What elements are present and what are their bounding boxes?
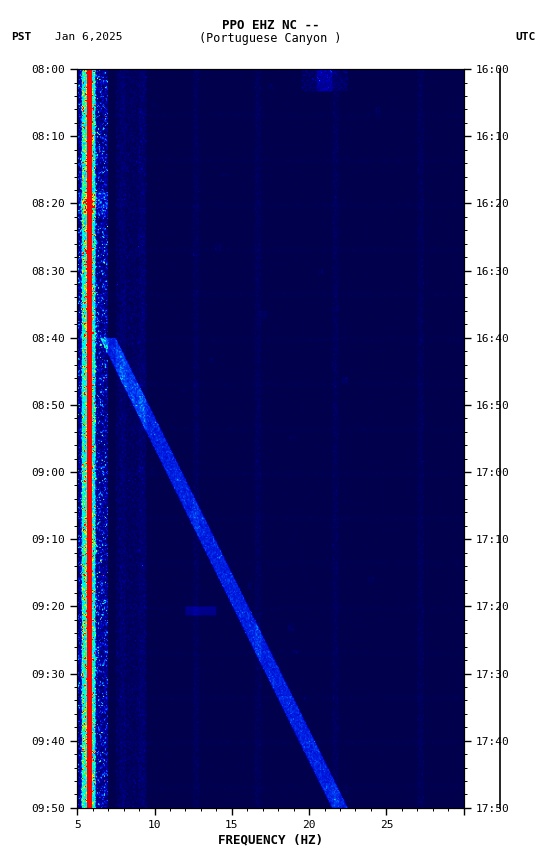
Text: PST: PST bbox=[11, 32, 31, 42]
X-axis label: FREQUENCY (HZ): FREQUENCY (HZ) bbox=[218, 834, 323, 847]
Text: (Portuguese Canyon ): (Portuguese Canyon ) bbox=[199, 32, 342, 45]
Text: Jan 6,2025: Jan 6,2025 bbox=[55, 32, 123, 42]
Text: PPO EHZ NC --: PPO EHZ NC -- bbox=[222, 19, 319, 32]
Text: UTC: UTC bbox=[515, 32, 535, 42]
